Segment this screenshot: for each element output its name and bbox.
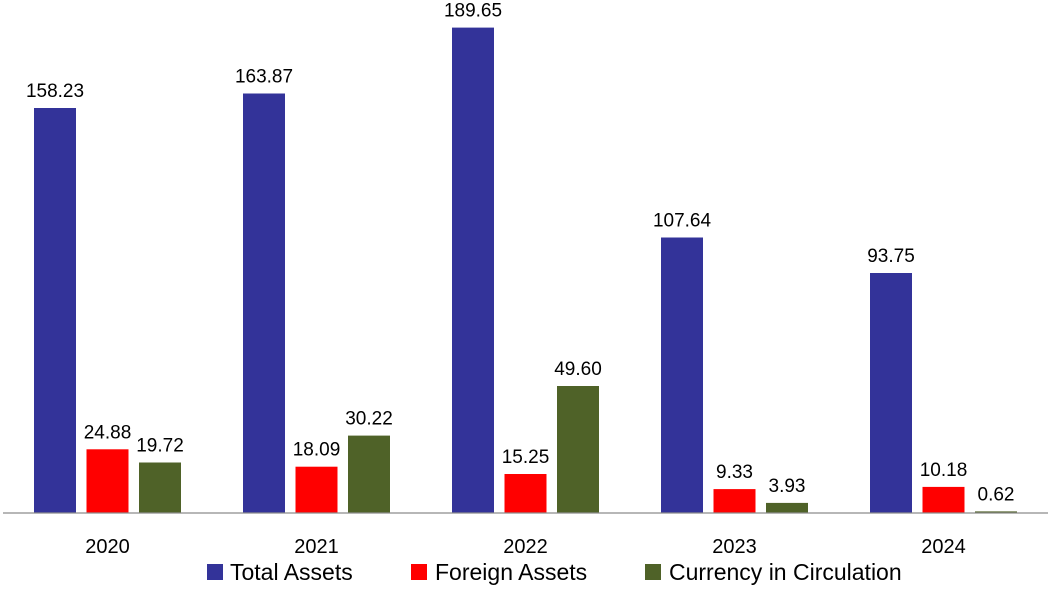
bars-layer <box>34 27 1017 513</box>
bar-currency-in-circulation-2024 <box>975 511 1017 513</box>
x-tick-label-2022: 2022 <box>503 536 548 558</box>
data-label-currency-in-circulation-2023: 3.93 <box>769 476 806 497</box>
bar-currency-in-circulation-2021 <box>348 435 390 513</box>
data-label-total-assets-2024: 93.75 <box>867 246 915 267</box>
bar-total-assets-2022 <box>452 27 494 513</box>
bar-total-assets-2020 <box>34 108 76 513</box>
data-label-currency-in-circulation-2020: 19.72 <box>136 436 184 457</box>
bar-currency-in-circulation-2023 <box>766 502 808 513</box>
data-label-currency-in-circulation-2024: 0.62 <box>978 484 1015 505</box>
data-label-currency-in-circulation-2021: 30.22 <box>345 409 393 430</box>
data-label-foreign-assets-2021: 18.09 <box>293 440 341 461</box>
data-label-currency-in-circulation-2022: 49.60 <box>554 359 602 380</box>
data-label-total-assets-2022: 189.65 <box>444 1 502 22</box>
legend-swatch-foreign-assets <box>411 564 427 580</box>
data-label-foreign-assets-2020: 24.88 <box>84 422 132 443</box>
bar-foreign-assets-2021 <box>295 466 338 513</box>
bar-foreign-assets-2023 <box>713 489 756 513</box>
data-label-foreign-assets-2022: 15.25 <box>502 447 550 468</box>
bar-foreign-assets-2024 <box>922 486 965 513</box>
bar-currency-in-circulation-2022 <box>557 386 599 513</box>
x-tick-labels: 2020 2021 2022 2023 2024 <box>85 536 966 558</box>
data-label-total-assets-2023: 107.64 <box>653 211 712 232</box>
legend-label-foreign-assets: Foreign Assets <box>435 559 587 585</box>
x-tick-label-2023: 2023 <box>712 536 757 558</box>
legend-label-total-assets: Total Assets <box>230 559 353 585</box>
bar-total-assets-2024 <box>870 273 912 513</box>
bar-foreign-assets-2020 <box>86 449 129 513</box>
bar-total-assets-2023 <box>661 237 703 513</box>
bar-foreign-assets-2022 <box>504 474 547 513</box>
legend: Total Assets Foreign Assets Currency in Ci… <box>207 559 902 585</box>
bar-currency-in-circulation-2020 <box>139 462 181 513</box>
x-tick-label-2020: 2020 <box>85 536 130 558</box>
legend-label-currency-in-circulation: Currency in Circulation <box>669 559 902 585</box>
data-label-total-assets-2021: 163.87 <box>235 67 293 88</box>
x-tick-label-2021: 2021 <box>294 536 339 558</box>
data-label-foreign-assets-2024: 10.18 <box>920 460 968 481</box>
bar-total-assets-2021 <box>243 93 285 513</box>
data-label-foreign-assets-2023: 9.33 <box>716 462 753 483</box>
legend-swatch-total-assets <box>207 564 223 580</box>
legend-swatch-currency-in-circulation <box>645 564 661 580</box>
x-tick-label-2024: 2024 <box>921 536 966 558</box>
data-label-total-assets-2020: 158.23 <box>26 81 84 102</box>
